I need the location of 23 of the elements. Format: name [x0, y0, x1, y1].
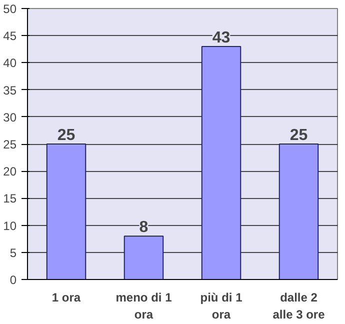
y-tick-label: 25 — [3, 138, 17, 152]
y-tick-label: 45 — [3, 29, 17, 44]
y-tick-label: 15 — [3, 192, 17, 206]
y-tick-label: 35 — [3, 83, 17, 98]
y-tick-label: 50 — [3, 2, 17, 16]
y-tick-label: 5 — [10, 246, 17, 260]
bar — [201, 46, 242, 280]
y-tick-label: 40 — [3, 56, 17, 70]
data-label: 8 — [139, 219, 148, 236]
x-tick-label: 1 ora — [52, 290, 81, 304]
bar — [278, 144, 319, 280]
data-label: 25 — [57, 127, 76, 144]
y-tick-label: 20 — [3, 164, 17, 179]
x-tick-label: più di 1 ora — [200, 290, 243, 322]
bar — [46, 144, 86, 280]
x-tick-label: dalle 2 alle 3 ore — [272, 290, 326, 322]
y-tick-label: 10 — [3, 218, 17, 233]
x-tick-label: meno di 1 ora — [116, 290, 172, 322]
data-label: 43 — [212, 29, 230, 46]
data-label: 25 — [290, 127, 308, 144]
y-tick-label: 0 — [10, 273, 17, 287]
y-tick-label: 30 — [3, 110, 17, 124]
bar — [124, 236, 164, 280]
